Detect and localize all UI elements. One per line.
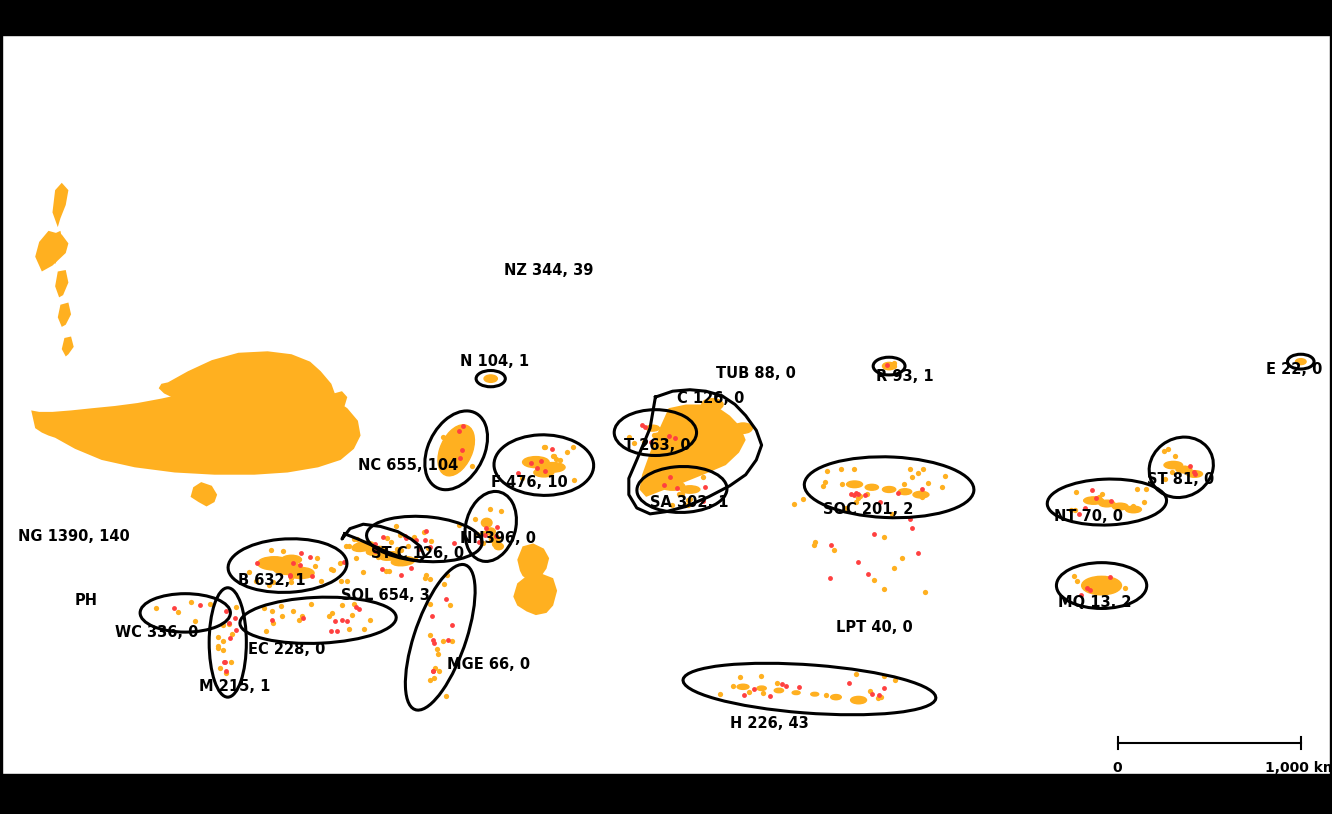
Polygon shape [190, 482, 217, 506]
Circle shape [484, 375, 497, 383]
Ellipse shape [257, 557, 290, 570]
Ellipse shape [1084, 497, 1104, 504]
Ellipse shape [1126, 506, 1142, 513]
Polygon shape [517, 544, 549, 582]
Ellipse shape [1176, 466, 1192, 473]
Text: F 476, 10: F 476, 10 [490, 475, 567, 489]
Polygon shape [159, 352, 337, 427]
Text: SA 302, 1: SA 302, 1 [650, 495, 729, 510]
Text: NC 655, 104: NC 655, 104 [358, 457, 458, 473]
Ellipse shape [522, 457, 549, 468]
Ellipse shape [380, 552, 400, 560]
Polygon shape [513, 573, 557, 615]
Circle shape [1296, 359, 1307, 365]
Ellipse shape [898, 488, 911, 495]
Ellipse shape [273, 562, 302, 575]
Text: ST C 126, 0: ST C 126, 0 [372, 546, 465, 562]
Text: N 104, 1: N 104, 1 [460, 354, 529, 369]
Ellipse shape [392, 557, 414, 566]
Text: MGE 66, 0: MGE 66, 0 [446, 657, 530, 672]
Ellipse shape [831, 694, 842, 700]
Polygon shape [57, 303, 71, 327]
Circle shape [734, 423, 753, 433]
Ellipse shape [541, 462, 565, 472]
Ellipse shape [438, 425, 474, 476]
Text: SOL 654, 3: SOL 654, 3 [341, 588, 429, 602]
Text: H 226, 43: H 226, 43 [730, 716, 809, 731]
Circle shape [883, 362, 895, 370]
Text: LPT 40, 0: LPT 40, 0 [836, 620, 912, 635]
Polygon shape [49, 231, 63, 264]
Text: NT 70, 0: NT 70, 0 [1054, 510, 1123, 524]
Ellipse shape [737, 685, 749, 689]
Ellipse shape [1099, 500, 1115, 507]
Ellipse shape [912, 492, 928, 498]
Text: EC 228, 0: EC 228, 0 [248, 642, 325, 658]
Text: M 215, 1: M 215, 1 [198, 680, 270, 694]
Text: SOC 201, 2: SOC 201, 2 [823, 502, 912, 517]
Ellipse shape [847, 481, 863, 488]
Polygon shape [639, 405, 746, 497]
Ellipse shape [883, 487, 895, 492]
Polygon shape [329, 392, 348, 414]
Ellipse shape [646, 425, 659, 431]
Text: PH: PH [75, 593, 99, 608]
Ellipse shape [288, 567, 314, 579]
Text: NG 1390, 140: NG 1390, 140 [17, 528, 129, 544]
Text: R 93, 1: R 93, 1 [876, 369, 934, 384]
Ellipse shape [757, 686, 766, 690]
Ellipse shape [534, 468, 554, 477]
Ellipse shape [1082, 576, 1122, 595]
Text: NZ 344, 39: NZ 344, 39 [503, 262, 593, 278]
Ellipse shape [793, 691, 801, 694]
Text: MQ 13, 2: MQ 13, 2 [1058, 595, 1131, 610]
Ellipse shape [352, 541, 374, 551]
Text: T 263, 0: T 263, 0 [623, 438, 690, 453]
Polygon shape [52, 183, 68, 227]
Polygon shape [61, 336, 73, 357]
Ellipse shape [366, 546, 386, 555]
Polygon shape [55, 270, 68, 297]
Ellipse shape [851, 697, 867, 704]
Polygon shape [35, 231, 68, 272]
Polygon shape [305, 403, 324, 427]
Ellipse shape [866, 484, 879, 490]
Ellipse shape [281, 555, 301, 564]
Text: ST 81, 0: ST 81, 0 [1147, 472, 1213, 488]
Text: 0: 0 [1112, 761, 1123, 776]
Ellipse shape [774, 689, 783, 693]
Ellipse shape [489, 535, 500, 543]
Text: TUB 88, 0: TUB 88, 0 [717, 366, 797, 381]
Ellipse shape [679, 486, 699, 493]
Ellipse shape [494, 543, 503, 549]
Ellipse shape [654, 433, 666, 438]
Ellipse shape [481, 519, 492, 527]
Ellipse shape [1164, 462, 1183, 469]
Ellipse shape [1112, 503, 1128, 510]
Polygon shape [31, 381, 361, 475]
Text: E 22, 0: E 22, 0 [1267, 361, 1323, 377]
Text: WC 336, 0: WC 336, 0 [115, 624, 198, 640]
Ellipse shape [811, 693, 819, 696]
Ellipse shape [661, 481, 685, 490]
Text: NH396, 0: NH396, 0 [460, 532, 537, 546]
Ellipse shape [1187, 470, 1203, 477]
Text: B 632, 1: B 632, 1 [238, 573, 306, 588]
Text: C 126, 0: C 126, 0 [677, 391, 745, 406]
Ellipse shape [486, 528, 496, 536]
Circle shape [702, 399, 723, 410]
Text: 1,000 km: 1,000 km [1264, 761, 1332, 776]
